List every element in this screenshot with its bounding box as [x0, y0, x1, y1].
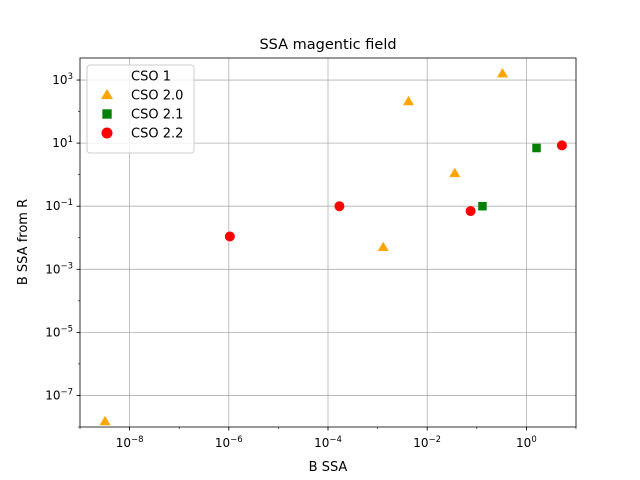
legend-marker: [102, 109, 112, 119]
data-points: [99, 68, 567, 426]
data-point: [99, 415, 111, 426]
x-tick-label-exponent: −4: [329, 435, 342, 445]
x-tick-label-exponent: 0: [531, 435, 536, 445]
x-tick-label: 10−8: [116, 435, 144, 450]
data-point: [377, 241, 389, 252]
data-point: [532, 143, 541, 153]
data-point: [224, 231, 235, 242]
legend-label: CSO 2.2: [131, 127, 183, 142]
y-tick-label: 101: [52, 135, 73, 150]
y-tick-label-base: 10: [45, 325, 60, 339]
y-tick-label: 10−5: [45, 324, 73, 339]
axis-ticks: 10−8 10−6 10−4 10−2 10010−710−510−310−110110…: [45, 72, 577, 450]
y-tick-label-exponent: 1: [68, 135, 73, 145]
y-tick-label-base: 10: [45, 199, 60, 213]
y-tick-label-base: 10: [52, 136, 67, 150]
y-tick-label-base: 10: [45, 388, 60, 402]
legend-box: [86, 64, 195, 154]
y-axis-label: B SSA from R: [16, 199, 31, 285]
y-tick-label-exponent: −5: [60, 324, 73, 334]
data-point: [334, 201, 345, 212]
y-tick-label-exponent: 3: [68, 72, 73, 82]
y-tick-label-exponent: −3: [60, 261, 73, 271]
legend-marker: [100, 88, 114, 100]
legend-label: CSO 2.1: [131, 108, 183, 123]
x-tick-label-base: 10: [116, 436, 131, 450]
data-point: [403, 95, 415, 106]
x-tick-label: 10−6: [215, 435, 243, 450]
data-point: [449, 167, 461, 178]
y-tick-label-exponent: −1: [60, 198, 73, 208]
y-tick-label-base: 10: [52, 73, 67, 87]
x-tick-label-base: 10: [516, 436, 531, 450]
y-tick-label-exponent: −7: [60, 387, 73, 397]
x-tick-label-exponent: −2: [429, 435, 442, 445]
legend-label: CSO 2.0: [131, 89, 183, 104]
x-tick-label-base: 10: [413, 436, 428, 450]
x-tick-label-base: 10: [314, 436, 329, 450]
x-axis-label: B SSA: [309, 460, 348, 475]
x-tick-label-exponent: −6: [230, 435, 243, 445]
y-tick-label: 10−1: [45, 198, 73, 213]
x-tick-label: 100: [516, 435, 537, 450]
y-tick-label: 103: [52, 72, 73, 87]
data-point: [465, 206, 476, 217]
data-point: [478, 201, 487, 211]
data-point: [556, 140, 567, 151]
y-tick-label: 10−7: [45, 387, 73, 402]
legend-marker: [101, 127, 113, 139]
legend-label: CSO 1: [131, 70, 171, 85]
x-tick-label: 10−4: [314, 435, 342, 450]
legend: CSO 1 CSO 2.0 CSO 2.1 CSO 2.2: [86, 64, 195, 154]
x-tick-label-exponent: −8: [131, 435, 144, 445]
chart-title: SSA magentic field: [259, 37, 396, 53]
data-point: [497, 68, 509, 78]
x-tick-label-base: 10: [215, 436, 230, 450]
y-tick-label-base: 10: [45, 262, 60, 276]
y-tick-label: 10−3: [45, 261, 73, 276]
grid-lines: [80, 58, 576, 427]
x-tick-label: 10−2: [413, 435, 441, 450]
